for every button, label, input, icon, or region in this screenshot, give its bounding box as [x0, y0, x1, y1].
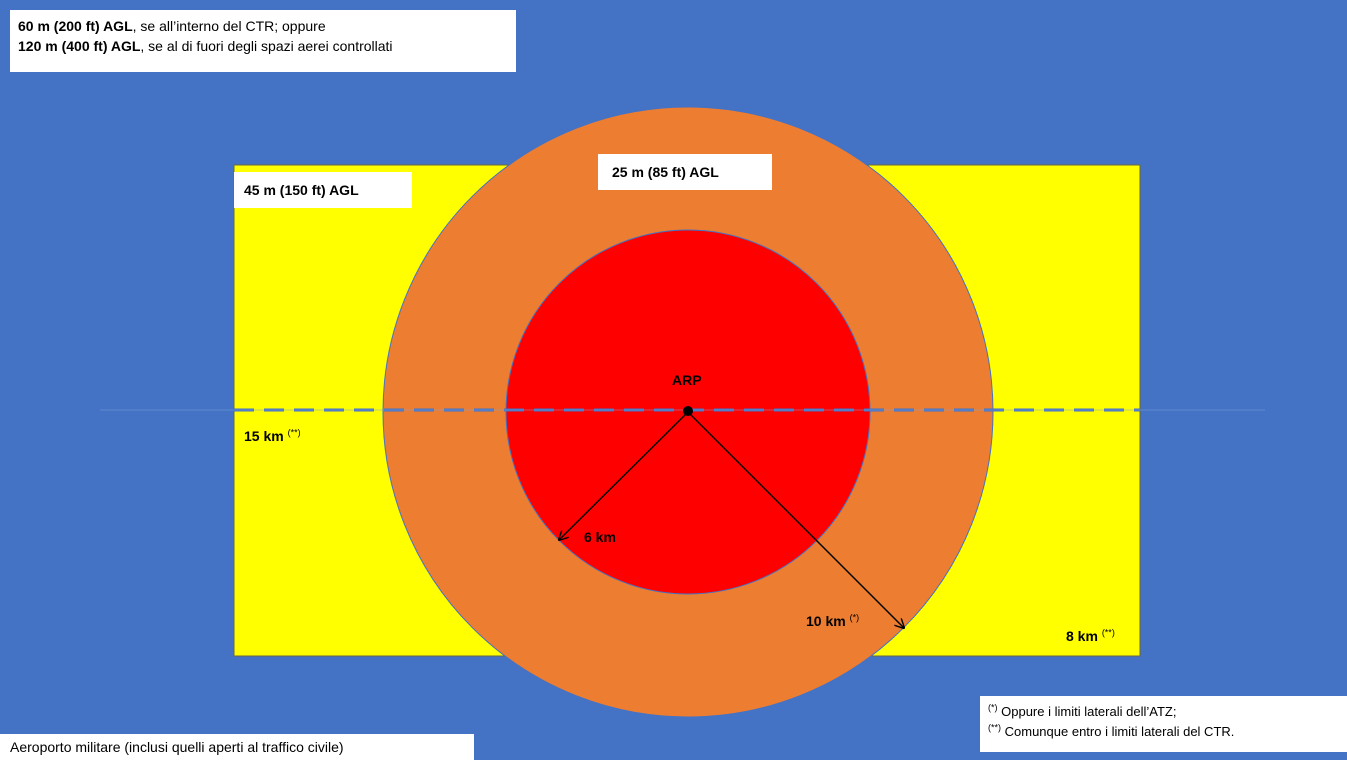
footnotes-box: (*) Oppure i limiti laterali dell’ATZ; (…: [980, 696, 1347, 752]
footnote-1: (*) Oppure i limiti laterali dell’ATZ;: [988, 702, 1177, 719]
distance-8km-label: 8 km (**): [1066, 627, 1115, 644]
radius-arrow-6km: [559, 411, 689, 540]
arp-point: [683, 406, 693, 416]
distance-6km-label: 6 km: [584, 529, 616, 545]
footnote-mark-double: (**): [287, 427, 301, 438]
footnote-mark-double: (**): [1101, 627, 1115, 638]
orange-zone-altitude-label: 25 m (85 ft) AGL: [598, 154, 772, 190]
yellow-zone-altitude-label: 45 m (150 ft) AGL: [234, 172, 412, 208]
altitude-limit-line-2: 120 m (400 ft) AGL, se al di fuori degli…: [18, 38, 393, 54]
arp-label: ARP: [672, 372, 702, 388]
altitude-limits-box: 60 m (200 ft) AGL, se all’interno del CT…: [10, 10, 516, 72]
distance-10km-label: 10 km (*): [806, 612, 860, 629]
distance-15km-label: 15 km (**): [244, 427, 301, 444]
footnote-2: (**) Comunque entro i limiti laterali de…: [988, 722, 1235, 739]
footnote-mark-single: (*): [849, 612, 860, 623]
diagram-caption: Aeroporto militare (inclusi quelli apert…: [0, 734, 474, 760]
altitude-limit-line-1: 60 m (200 ft) AGL, se all’interno del CT…: [18, 18, 326, 34]
radius-arrow-10km: [687, 411, 904, 628]
